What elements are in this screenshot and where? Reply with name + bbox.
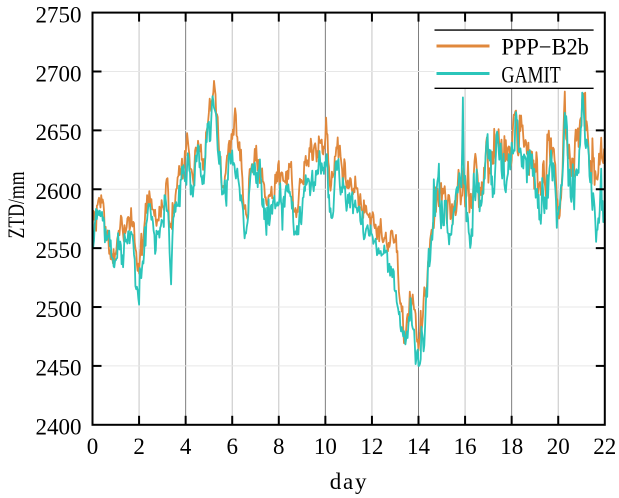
svg-text:4: 4 [180,434,192,459]
svg-text:12: 12 [360,434,383,459]
svg-text:20: 20 [547,434,570,459]
svg-text:day: day [330,469,369,494]
svg-text:6: 6 [226,434,238,459]
svg-text:2: 2 [133,434,145,459]
svg-text:18: 18 [500,434,523,459]
svg-text:16: 16 [454,434,477,459]
svg-text:2650: 2650 [36,120,82,145]
svg-text:2750: 2750 [36,2,82,27]
svg-text:8: 8 [273,434,285,459]
svg-text:GAMIT: GAMIT [501,62,560,87]
svg-text:2400: 2400 [36,415,82,440]
svg-text:2500: 2500 [36,297,82,322]
svg-text:2700: 2700 [36,61,82,86]
svg-text:2550: 2550 [36,238,82,263]
svg-text:0: 0 [87,434,99,459]
svg-text:2600: 2600 [36,179,82,204]
svg-text:ZTD/mm: ZTD/mm [4,171,29,238]
svg-text:10: 10 [314,434,337,459]
svg-text:PPP−B2b: PPP−B2b [501,34,589,59]
svg-text:22: 22 [593,434,616,459]
svg-text:2450: 2450 [36,356,82,381]
svg-text:14: 14 [407,434,431,459]
